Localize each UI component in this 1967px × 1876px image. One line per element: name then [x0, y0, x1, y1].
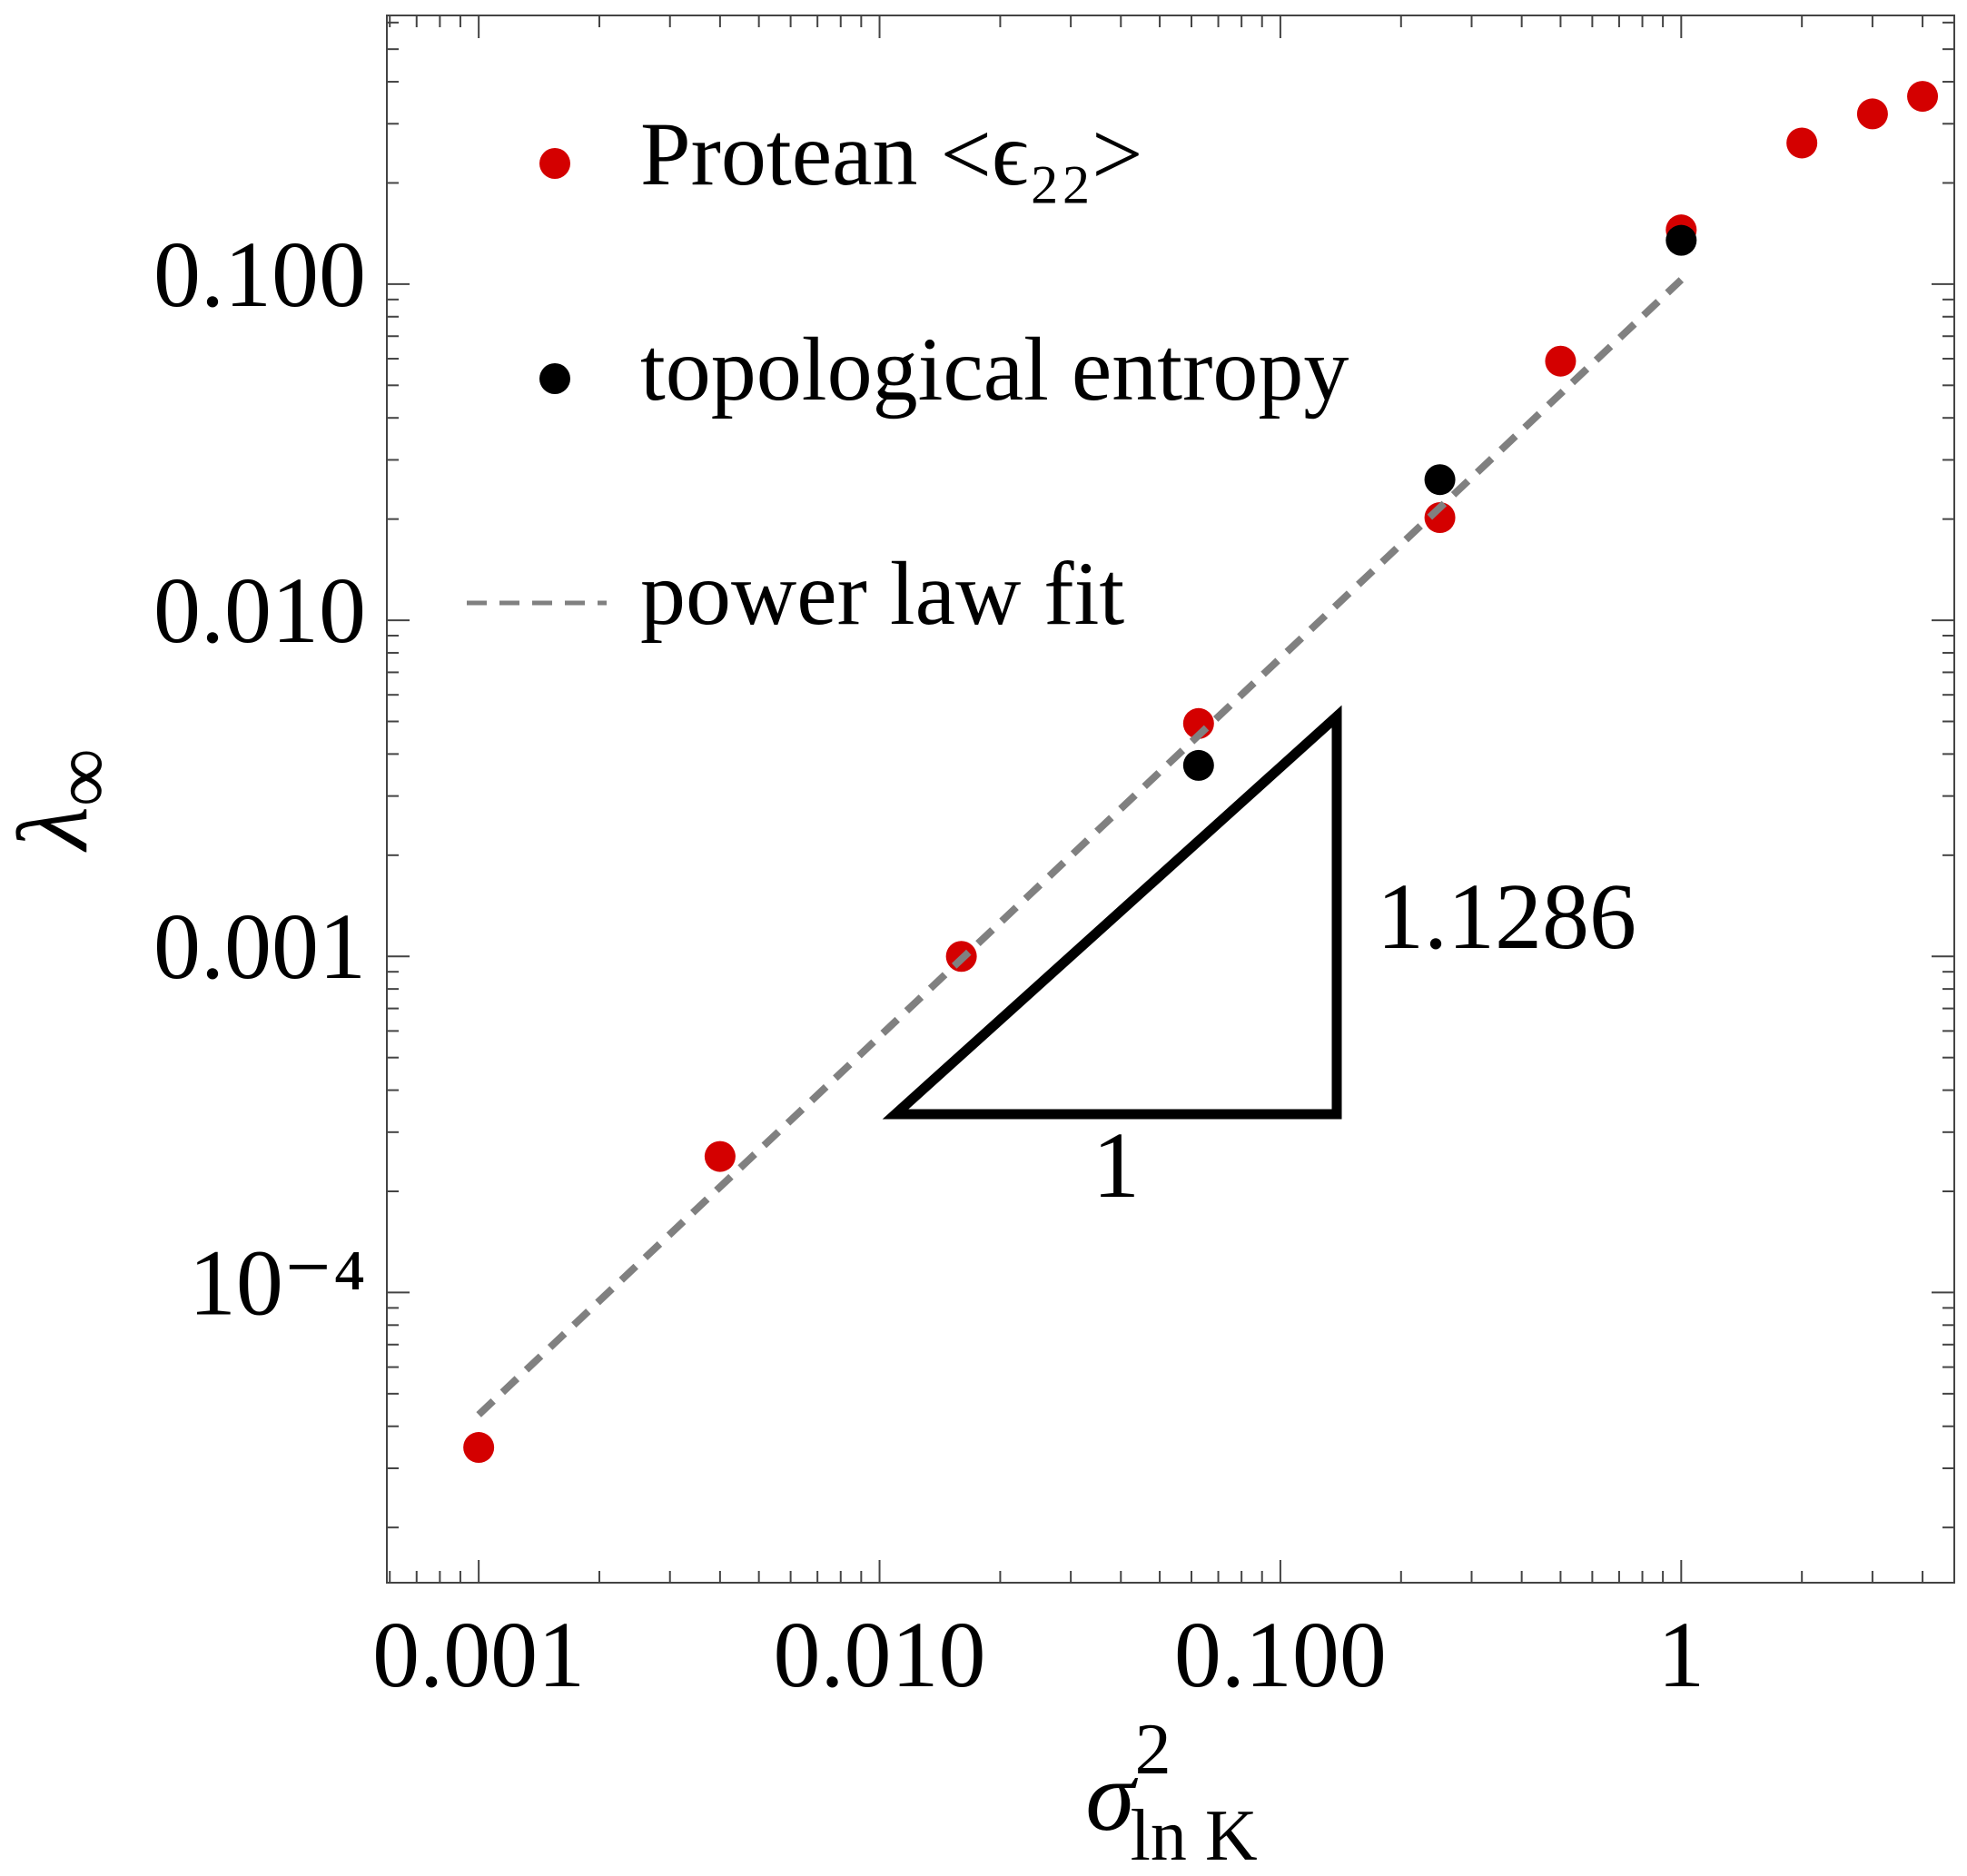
point	[463, 1432, 495, 1464]
legend-label: power law fit	[640, 543, 1124, 644]
x-label-sub: ln K	[1131, 1796, 1258, 1876]
y-tick-label: 0.001	[153, 894, 366, 999]
y-label-base: λ	[0, 806, 108, 853]
legend-label: topological entropy	[640, 319, 1349, 420]
legend-swatch	[539, 363, 570, 394]
x-tick-label: 0.001	[372, 1603, 585, 1707]
point	[1666, 224, 1697, 256]
point	[704, 1140, 736, 1172]
point	[1856, 98, 1888, 130]
slope-label: 1.1286	[1377, 864, 1636, 969]
y-label-sub: ∞	[38, 748, 128, 806]
slope-triangle	[882, 705, 1342, 1120]
y-tick-label: 0.100	[153, 222, 366, 327]
x-axis-label: σ2 ln K	[1085, 1710, 1257, 1876]
point	[1545, 345, 1577, 377]
y-tick-label: 10⁻⁴	[189, 1230, 366, 1335]
point	[1424, 464, 1456, 496]
x-tick-label: 0.100	[1174, 1603, 1387, 1707]
y-axis-label: λ∞	[0, 748, 128, 853]
legend-swatch	[539, 148, 570, 179]
x-label-base: σ	[1085, 1741, 1138, 1851]
plot-frame	[386, 15, 1955, 1584]
y-tick-label: 0.010	[153, 558, 366, 663]
fit-line	[476, 277, 1685, 1417]
run-label: 1	[1092, 1113, 1140, 1218]
x-tick-label: 0.010	[774, 1603, 986, 1707]
point	[1182, 749, 1214, 781]
point	[1907, 81, 1939, 113]
legend-label: Protean <ϵ₂₂>	[640, 104, 1142, 204]
point	[1786, 127, 1818, 159]
x-tick-label: 1	[1657, 1603, 1705, 1707]
x-label-sup: 2	[1135, 1710, 1171, 1790]
